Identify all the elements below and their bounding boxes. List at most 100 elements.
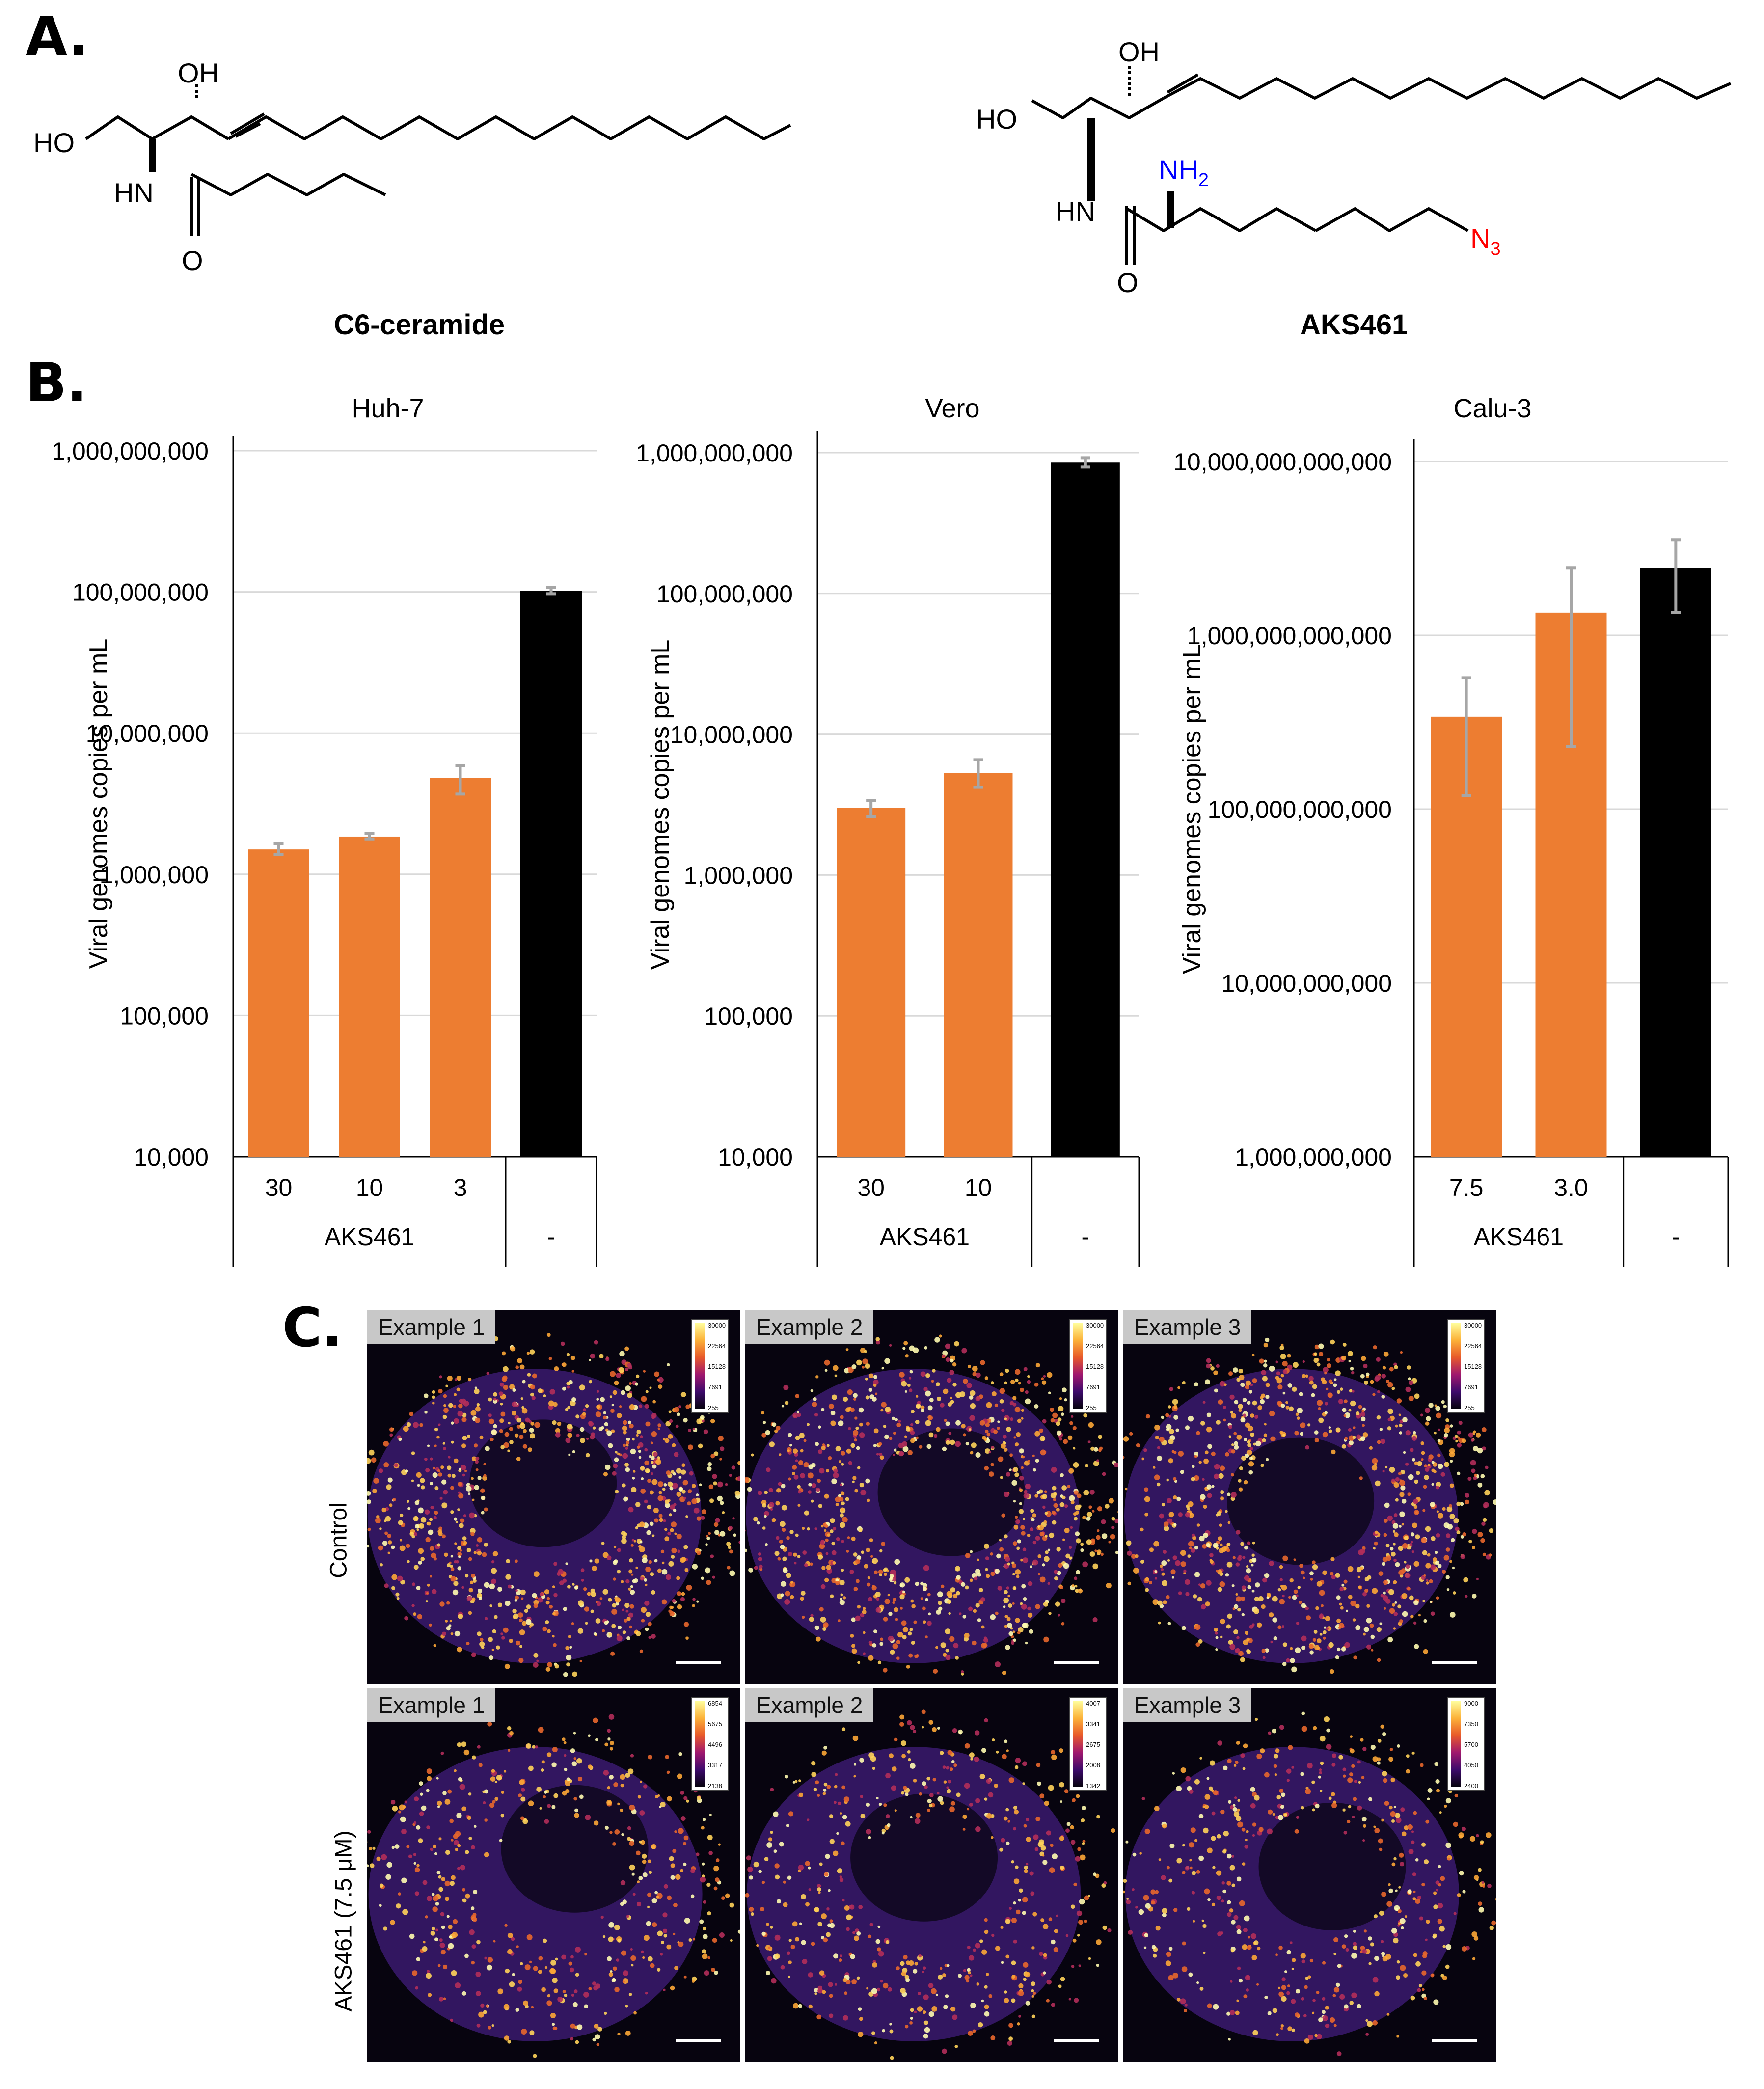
x-tick-label: 10 xyxy=(965,1174,992,1201)
bar xyxy=(944,773,1013,1157)
colorbar-tick-label: 30000 xyxy=(708,1322,726,1329)
row-label-aks461: AKS461 (7.5 μM) xyxy=(330,1830,357,2012)
colorbar-tick-label: 7691 xyxy=(1086,1384,1100,1391)
y-tick-label: 1,000,000,000 xyxy=(1235,1143,1392,1171)
y-tick-label: 100,000 xyxy=(120,1002,209,1030)
scale-bar xyxy=(676,2039,721,2042)
micrograph-example-label: Example 1 xyxy=(367,1688,496,1722)
aks461-nh2-atom: NH2 xyxy=(1159,154,1209,190)
micrograph-tile: Example 1 30000 22564 15128 7691 255 xyxy=(367,1310,740,1684)
y-axis-label: Viral genomes copies per mL xyxy=(646,640,675,970)
y-tick-label: 10,000,000 xyxy=(86,720,209,747)
micrograph-tile: Example 3 30000 22564 15128 7691 255 xyxy=(1123,1310,1496,1684)
panel-c-label: C. xyxy=(282,1296,343,1359)
bar xyxy=(837,808,906,1157)
aks461-structure: OH HO HN O NH2 N3 xyxy=(976,36,1732,298)
intensity-colorbar: 9000 7350 5700 4050 2400 xyxy=(1447,1697,1485,1791)
colorbar-tick-label: 3341 xyxy=(1086,1720,1100,1728)
colorbar-tick-label: 22564 xyxy=(1464,1342,1482,1350)
y-tick-label: 1,000,000,000 xyxy=(636,439,793,467)
colorbar-tick-label: 2675 xyxy=(1086,1741,1100,1748)
panel-a-label: A. xyxy=(26,5,89,68)
bar-chart-huh7: Huh-7 10,000 100,000 1,000,000 10,000,000 100… xyxy=(52,394,597,1267)
colorbar-tick-label: 7691 xyxy=(708,1384,722,1391)
aks461-name: AKS461 xyxy=(1300,309,1408,341)
y-tick-label: 100,000,000,000 xyxy=(1208,796,1392,823)
colorbar-tick-label: 4007 xyxy=(1086,1700,1100,1707)
aks461-n3-atom: N3 xyxy=(1470,223,1501,259)
y-tick-label: 100,000,000 xyxy=(656,580,793,608)
bar xyxy=(1640,568,1711,1157)
y-tick-label: 1,000,000,000,000 xyxy=(1187,622,1392,650)
y-tick-label: 10,000,000 xyxy=(670,721,793,749)
scale-bar xyxy=(1054,2039,1099,2042)
bar xyxy=(1051,462,1120,1157)
y-tick-label: 100,000,000 xyxy=(72,579,209,606)
colorbar-tick-label: 3317 xyxy=(708,1762,722,1769)
y-tick-label: 10,000 xyxy=(718,1143,793,1171)
group-label: AKS461 xyxy=(880,1223,970,1250)
c6-ceramide-structure: OH HO HN O xyxy=(33,57,791,276)
colorbar-tick-label: 4496 xyxy=(708,1741,722,1748)
y-tick-label: 10,000,000,000,000 xyxy=(1173,448,1392,476)
group-label: - xyxy=(1082,1223,1090,1250)
bar-chart-vero: Vero 10,000 100,000 1,000,000 10,000,000 100,… xyxy=(636,394,1140,1267)
micrograph-example-label: Example 3 xyxy=(1123,1688,1252,1722)
chart-title: Vero xyxy=(925,394,979,423)
colorbar-tick-label: 22564 xyxy=(708,1342,726,1350)
colorbar-tick-label: 7691 xyxy=(1464,1384,1478,1391)
intensity-colorbar: 30000 22564 15128 7691 255 xyxy=(691,1319,729,1413)
intensity-colorbar: 30000 22564 15128 7691 255 xyxy=(1447,1319,1485,1413)
colorbar-tick-label: 255 xyxy=(1464,1404,1475,1411)
micrograph-example-label: Example 2 xyxy=(745,1688,874,1722)
bar xyxy=(248,849,309,1157)
panel-b-label: B. xyxy=(26,351,87,414)
colorbar-tick-label: 9000 xyxy=(1464,1700,1478,1707)
colorbar-tick-label: 255 xyxy=(708,1404,719,1411)
group-label: - xyxy=(547,1223,555,1250)
x-tick-label: 3 xyxy=(454,1174,467,1201)
colorbar-tick-label: 15128 xyxy=(1086,1363,1104,1370)
c6-o-atom: O xyxy=(182,245,203,276)
micrograph-tile: Example 2 30000 22564 15128 7691 255 xyxy=(745,1310,1118,1684)
colorbar-tick-label: 15128 xyxy=(1464,1363,1482,1370)
intensity-colorbar: 30000 22564 15128 7691 255 xyxy=(1069,1319,1107,1413)
scale-bar xyxy=(1054,1661,1099,1664)
intensity-colorbar: 6854 5675 4496 3317 2138 xyxy=(691,1697,729,1791)
row-label-control: Control xyxy=(326,1502,352,1578)
group-label: - xyxy=(1672,1223,1680,1250)
colorbar-tick-label: 2400 xyxy=(1464,1782,1478,1790)
colorbar-tick-label: 5700 xyxy=(1464,1741,1478,1748)
colorbar-tick-label: 6854 xyxy=(708,1700,722,1707)
colorbar-tick-label: 2138 xyxy=(708,1782,722,1790)
micrograph-tile: Example 3 9000 7350 5700 4050 2400 xyxy=(1123,1688,1496,2062)
aks461-hn-atom: HN xyxy=(1056,196,1095,227)
colorbar-tick-label: 30000 xyxy=(1086,1322,1104,1329)
chart-title: Calu-3 xyxy=(1453,394,1531,423)
colorbar-tick-label: 1342 xyxy=(1086,1782,1100,1790)
bar xyxy=(520,591,582,1157)
y-tick-label: 1,000,000,000 xyxy=(52,437,209,465)
y-tick-label: 10,000,000,000 xyxy=(1221,970,1392,997)
micrograph-example-label: Example 1 xyxy=(367,1310,496,1344)
x-tick-label: 10 xyxy=(356,1174,383,1201)
scale-bar xyxy=(1432,1661,1477,1664)
group-label: AKS461 xyxy=(1474,1223,1564,1250)
y-tick-label: 1,000,000 xyxy=(684,862,793,889)
c6-ceramide-name: C6-ceramide xyxy=(334,309,505,341)
c6-hn-atom: HN xyxy=(114,177,154,208)
colorbar-tick-label: 4050 xyxy=(1464,1762,1478,1769)
aks461-o-atom: O xyxy=(1117,267,1139,298)
x-tick-label: 30 xyxy=(857,1174,885,1201)
micrograph-tile: Example 1 6854 5675 4496 3317 2138 xyxy=(367,1688,740,2062)
micrograph-example-label: Example 3 xyxy=(1123,1310,1252,1344)
group-label: AKS461 xyxy=(325,1223,414,1250)
x-tick-label: 7.5 xyxy=(1449,1174,1484,1201)
colorbar-tick-label: 22564 xyxy=(1086,1342,1104,1350)
scale-bar xyxy=(1432,2039,1477,2042)
y-axis-label: Viral genomes copies per mL xyxy=(1178,644,1206,975)
bar xyxy=(430,778,491,1157)
y-tick-label: 1,000,000 xyxy=(100,861,209,889)
aks461-oh-atom: OH xyxy=(1118,36,1160,67)
x-tick-label: 30 xyxy=(265,1174,293,1201)
